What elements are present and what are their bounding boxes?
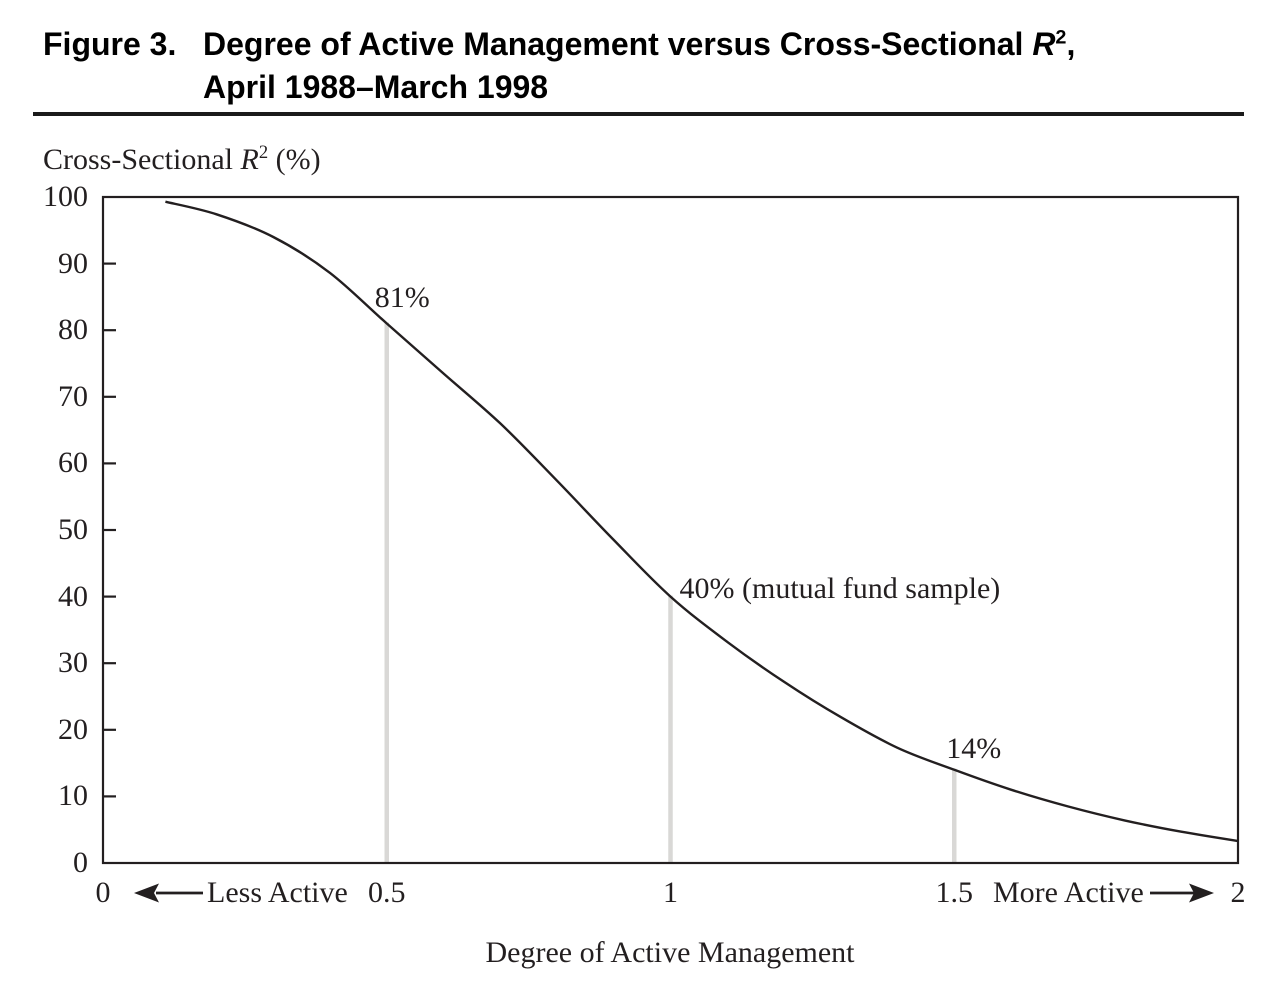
x-axis-title: Degree of Active Management [485, 936, 855, 969]
r2-curve [165, 200, 1239, 843]
plot-frame [101, 195, 1240, 865]
less-active-label: Less Active [207, 876, 348, 909]
title-rule [33, 112, 1244, 116]
title-comma: , [1066, 26, 1076, 62]
y-axis-title-text: Cross-Sectional [43, 143, 241, 176]
more-active-label: More Active [993, 876, 1144, 909]
figure-label: Figure 3. [43, 26, 177, 62]
r-symbol: R [1032, 26, 1056, 62]
more-active-arrowhead [1189, 883, 1214, 903]
title-text: Degree of Active Management versus Cross… [203, 26, 1033, 62]
figure-title-line2: April 1988–March 1998 [203, 69, 549, 105]
r-superscript: 2 [1055, 26, 1067, 49]
less-active-arrowhead [134, 883, 159, 903]
y-axis-r-symbol: R [240, 143, 259, 176]
y-axis-title-unit: (%) [268, 143, 321, 176]
y-axis-r-superscript: 2 [258, 142, 269, 163]
y-axis-title: Cross-Sectional R2 (%) [43, 142, 321, 176]
figure-title-line1: Degree of Active Management versus Cross… [203, 26, 1075, 62]
